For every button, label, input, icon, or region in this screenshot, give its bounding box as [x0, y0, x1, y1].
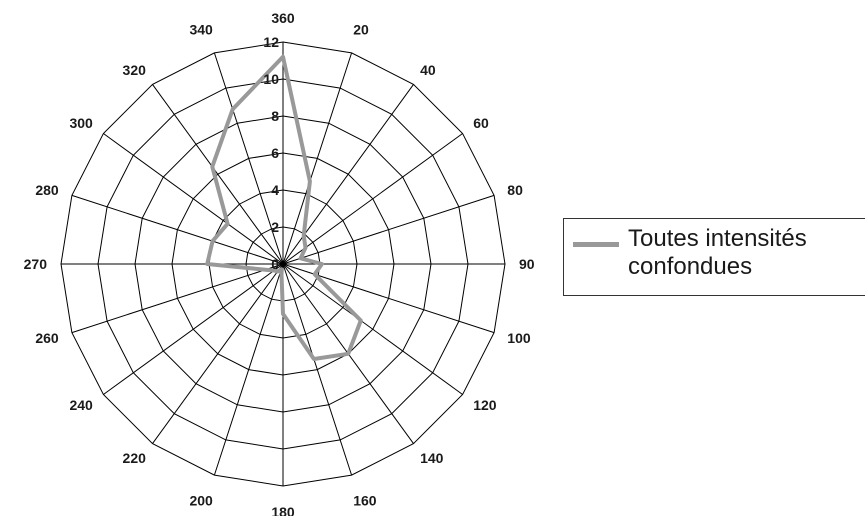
- angle-label-320: 320: [123, 62, 147, 78]
- data-point-300: [226, 222, 230, 226]
- legend-swatch: [573, 242, 619, 247]
- angle-label-260: 260: [35, 330, 59, 346]
- radial-tick-label: 12: [263, 34, 279, 50]
- angle-label-80: 80: [507, 182, 523, 198]
- data-point-120: [359, 319, 363, 322]
- radar-series-layer: [205, 54, 363, 361]
- angle-label-160: 160: [353, 492, 377, 508]
- data-point-240: [272, 269, 276, 272]
- data-point-340: [231, 107, 235, 111]
- angle-label-40: 40: [420, 62, 436, 78]
- spoke-260: [71, 263, 284, 334]
- angle-label-280: 280: [35, 182, 59, 198]
- spoke-300: [103, 133, 284, 265]
- spoke-60: [282, 133, 463, 265]
- spoke-240: [103, 263, 284, 395]
- data-point-40: [302, 234, 306, 238]
- data-point-60: [304, 246, 307, 250]
- spoke-160: [282, 263, 353, 476]
- spoke-80: [282, 194, 495, 265]
- angle-label-60: 60: [473, 115, 489, 131]
- radial-tick-label: 8: [271, 108, 279, 124]
- data-point-140: [346, 352, 350, 356]
- radar-grid: [60, 41, 506, 487]
- angle-label-300: 300: [69, 115, 93, 131]
- data-point-220: [276, 270, 280, 273]
- angle-label-90: 90: [519, 256, 535, 272]
- angle-label-240: 240: [69, 397, 93, 413]
- angle-label-270: 270: [24, 256, 48, 272]
- spoke-20: [282, 52, 353, 265]
- angle-label-20: 20: [353, 22, 369, 38]
- angle-label-180: 180: [271, 504, 295, 516]
- radar-labels: 0 2 4 6 8 10 12 360 20 40 60 80 90 100 120 140 160 180 200…: [24, 10, 535, 516]
- angle-label-140: 140: [420, 450, 444, 466]
- chart-legend: Toutes intensités confondues: [563, 218, 865, 296]
- data-point-90: [320, 262, 324, 266]
- data-point-200: [279, 267, 283, 271]
- angle-label-120: 120: [473, 397, 497, 413]
- data-point-360: [281, 55, 285, 59]
- data-point-260: [263, 268, 267, 272]
- spoke-340: [213, 52, 284, 265]
- legend-series-label: Toutes intensités confondues: [628, 225, 807, 280]
- data-point-320: [210, 165, 214, 169]
- data-point-270: [205, 262, 209, 266]
- spoke-280: [71, 194, 284, 265]
- radial-tick-label: 6: [271, 145, 279, 161]
- data-point-160: [312, 357, 316, 361]
- angle-label-200: 200: [189, 492, 213, 508]
- angle-label-220: 220: [123, 450, 147, 466]
- radial-tick-label: 10: [263, 71, 279, 87]
- angle-label-100: 100: [507, 330, 531, 346]
- data-point-20: [308, 179, 312, 183]
- spoke-120: [282, 263, 463, 395]
- radial-tick-label: 4: [271, 182, 279, 198]
- data-point-80: [299, 256, 303, 260]
- spoke-220: [152, 263, 284, 444]
- data-point-100: [313, 272, 317, 276]
- spoke-320: [152, 84, 284, 265]
- angle-label-340: 340: [189, 22, 213, 38]
- data-point-280: [211, 239, 215, 243]
- data-point-180: [281, 312, 285, 316]
- angle-label-360: 360: [271, 10, 295, 26]
- spoke-200: [213, 263, 284, 476]
- radial-tick-label: 0: [271, 256, 279, 272]
- radial-tick-label: 2: [271, 219, 279, 235]
